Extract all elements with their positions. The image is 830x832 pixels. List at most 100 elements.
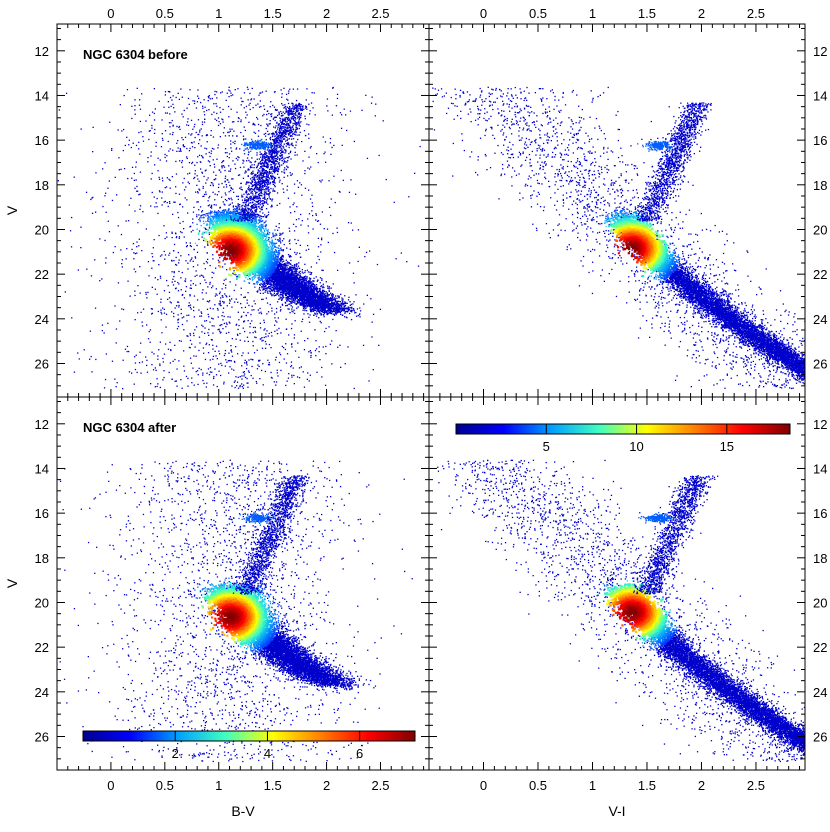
star-point xyxy=(206,382,208,384)
star-point xyxy=(212,344,214,346)
star-point xyxy=(261,91,264,93)
star-point xyxy=(200,274,203,276)
star-point xyxy=(253,217,255,219)
star-point xyxy=(302,304,304,306)
star-point xyxy=(365,94,367,96)
star-point xyxy=(193,309,195,312)
star-point xyxy=(209,321,211,323)
star-point xyxy=(242,327,244,329)
star-point xyxy=(229,359,231,362)
star-point xyxy=(258,312,260,314)
star-point xyxy=(201,172,204,174)
star-point xyxy=(290,174,292,176)
star-point xyxy=(224,152,227,154)
star-point xyxy=(358,246,360,248)
star-point xyxy=(114,176,116,178)
star-point xyxy=(145,120,147,122)
star-point xyxy=(169,341,171,343)
star-point xyxy=(245,117,247,119)
star-point xyxy=(173,312,175,315)
star-point xyxy=(298,356,300,358)
star-point xyxy=(366,157,369,159)
star-point xyxy=(187,377,189,380)
star-point xyxy=(249,161,251,163)
star-point xyxy=(139,171,142,173)
star-point xyxy=(249,102,251,105)
star-point xyxy=(182,139,184,141)
star-point xyxy=(307,244,309,247)
star-point xyxy=(151,286,153,288)
star-point xyxy=(260,105,262,108)
star-point xyxy=(237,353,239,355)
star-point xyxy=(230,140,232,142)
star-point xyxy=(237,276,239,278)
star-point xyxy=(185,260,187,262)
star-point xyxy=(170,302,172,304)
star-point xyxy=(223,322,225,325)
star-point xyxy=(254,330,256,332)
star-point xyxy=(138,141,140,143)
star-point xyxy=(101,330,103,332)
star-point xyxy=(160,301,162,303)
star-point xyxy=(306,88,308,90)
star-point xyxy=(190,284,192,286)
star-point xyxy=(266,330,268,332)
star-point xyxy=(256,166,258,168)
star-point xyxy=(168,291,171,293)
star-point xyxy=(275,356,277,358)
star-point xyxy=(231,199,233,201)
star-point xyxy=(194,329,196,331)
star-point xyxy=(238,319,240,321)
star-point xyxy=(212,241,215,244)
star-point xyxy=(311,282,313,284)
star-point xyxy=(277,253,279,256)
star-point xyxy=(308,316,310,318)
star-point xyxy=(194,123,196,126)
star-point xyxy=(189,339,192,342)
star-point xyxy=(300,224,302,226)
star-point xyxy=(371,336,373,338)
star-point xyxy=(217,147,219,149)
star-point xyxy=(174,380,176,382)
star-point xyxy=(172,95,174,97)
star-point xyxy=(78,358,80,360)
star-point xyxy=(264,340,267,343)
star-point xyxy=(262,298,264,300)
star-point xyxy=(199,220,201,223)
star-point xyxy=(212,285,214,287)
star-point xyxy=(202,157,204,159)
star-point xyxy=(317,255,319,258)
star-point xyxy=(228,198,231,200)
star-point xyxy=(315,276,317,278)
star-point xyxy=(249,326,251,328)
star-point xyxy=(174,201,176,203)
star-point xyxy=(231,355,234,357)
star-point xyxy=(39,352,40,353)
star-point xyxy=(250,161,252,164)
star-point xyxy=(178,125,181,128)
star-point xyxy=(185,246,188,248)
star-point xyxy=(207,286,209,288)
star-point xyxy=(162,361,164,363)
star-point xyxy=(289,172,291,174)
star-point xyxy=(190,362,192,364)
star-point xyxy=(240,182,242,184)
star-point xyxy=(193,355,195,357)
star-point xyxy=(198,154,201,156)
star-point xyxy=(105,262,107,264)
star-point xyxy=(186,157,188,160)
star-point xyxy=(192,211,195,213)
star-point xyxy=(188,103,190,105)
star-point xyxy=(242,196,244,198)
star-point xyxy=(199,206,202,208)
star-point xyxy=(194,173,196,175)
star-point xyxy=(307,337,309,340)
star-point xyxy=(285,161,287,163)
star-point xyxy=(189,226,191,228)
star-point xyxy=(295,270,297,273)
star-point xyxy=(241,354,243,357)
star-point xyxy=(220,362,222,365)
star-point xyxy=(331,146,333,149)
star-point xyxy=(251,309,253,311)
star-point xyxy=(266,291,269,293)
